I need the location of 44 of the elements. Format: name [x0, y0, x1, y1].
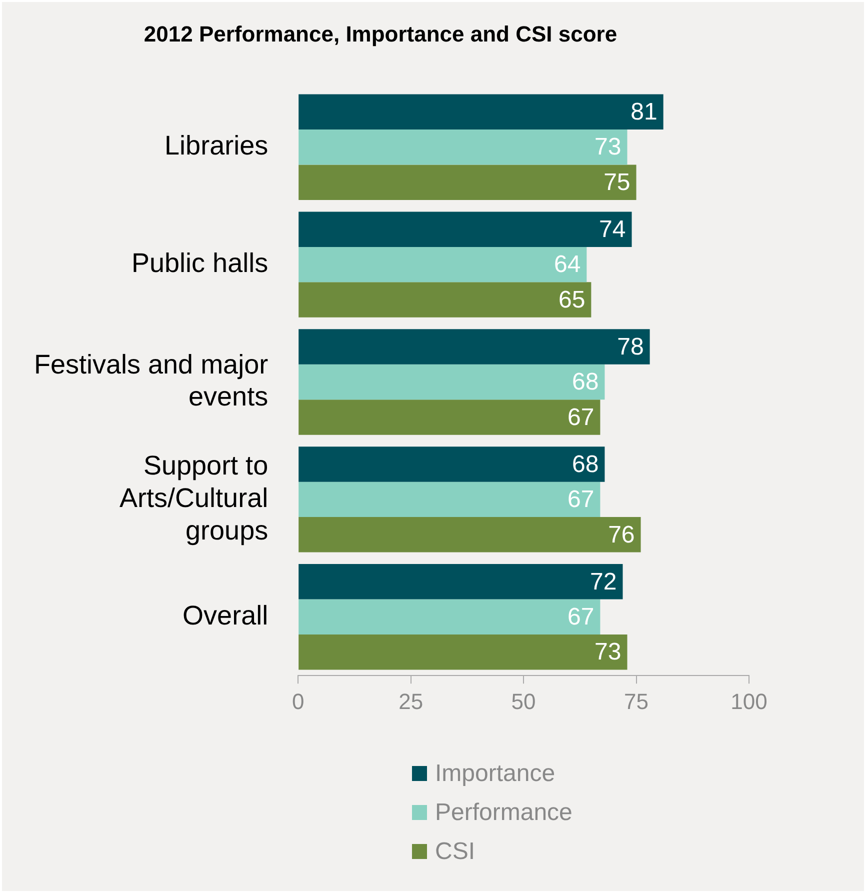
- x-tick-label: 0: [292, 688, 304, 714]
- bar: [298, 482, 600, 518]
- bar: [298, 446, 605, 482]
- bar: [298, 246, 587, 282]
- data-label: 75: [604, 168, 630, 196]
- bar: [298, 212, 632, 247]
- data-label: 65: [558, 286, 586, 314]
- bar: [298, 564, 623, 600]
- x-tick-label: 75: [624, 688, 649, 714]
- x-tick-label: 50: [511, 688, 536, 714]
- x-tick-label: 25: [398, 688, 424, 714]
- bar: [298, 517, 641, 552]
- y-tick-label: Public halls: [132, 248, 268, 278]
- data-label: 68: [572, 450, 599, 478]
- data-label: 73: [594, 638, 622, 666]
- bar: [298, 364, 605, 400]
- data-label: 67: [567, 486, 594, 514]
- data-label: 76: [608, 521, 635, 548]
- legend-label: CSI: [435, 838, 476, 866]
- y-tick-label: Support to Arts/Cultural groups: [120, 450, 268, 546]
- data-label: 78: [617, 333, 644, 360]
- x-tick-label: 100: [730, 688, 768, 714]
- legend-label: Importance: [435, 760, 556, 788]
- bar: [298, 400, 600, 435]
- bar: [298, 329, 650, 364]
- data-label: 73: [594, 134, 622, 161]
- y-tick-label: Festivals and major events: [34, 349, 268, 412]
- bar: [298, 282, 592, 318]
- legend-label: Performance: [435, 798, 572, 826]
- data-label: 64: [554, 251, 581, 278]
- bar: [298, 634, 628, 670]
- bar: [298, 599, 600, 634]
- chart-title: 2012 Performance, Importance and CSI score: [144, 21, 618, 46]
- bar: [298, 130, 628, 165]
- bar: [298, 164, 636, 200]
- data-label: 72: [590, 568, 617, 596]
- data-label: 67: [567, 604, 594, 631]
- data-label: 67: [567, 404, 594, 431]
- data-label: 81: [630, 98, 658, 126]
- bar: [298, 94, 664, 130]
- data-label: 68: [572, 368, 599, 396]
- y-tick-label: Overall: [182, 600, 268, 630]
- y-tick-label: Libraries: [164, 130, 268, 161]
- data-label: 74: [599, 216, 626, 243]
